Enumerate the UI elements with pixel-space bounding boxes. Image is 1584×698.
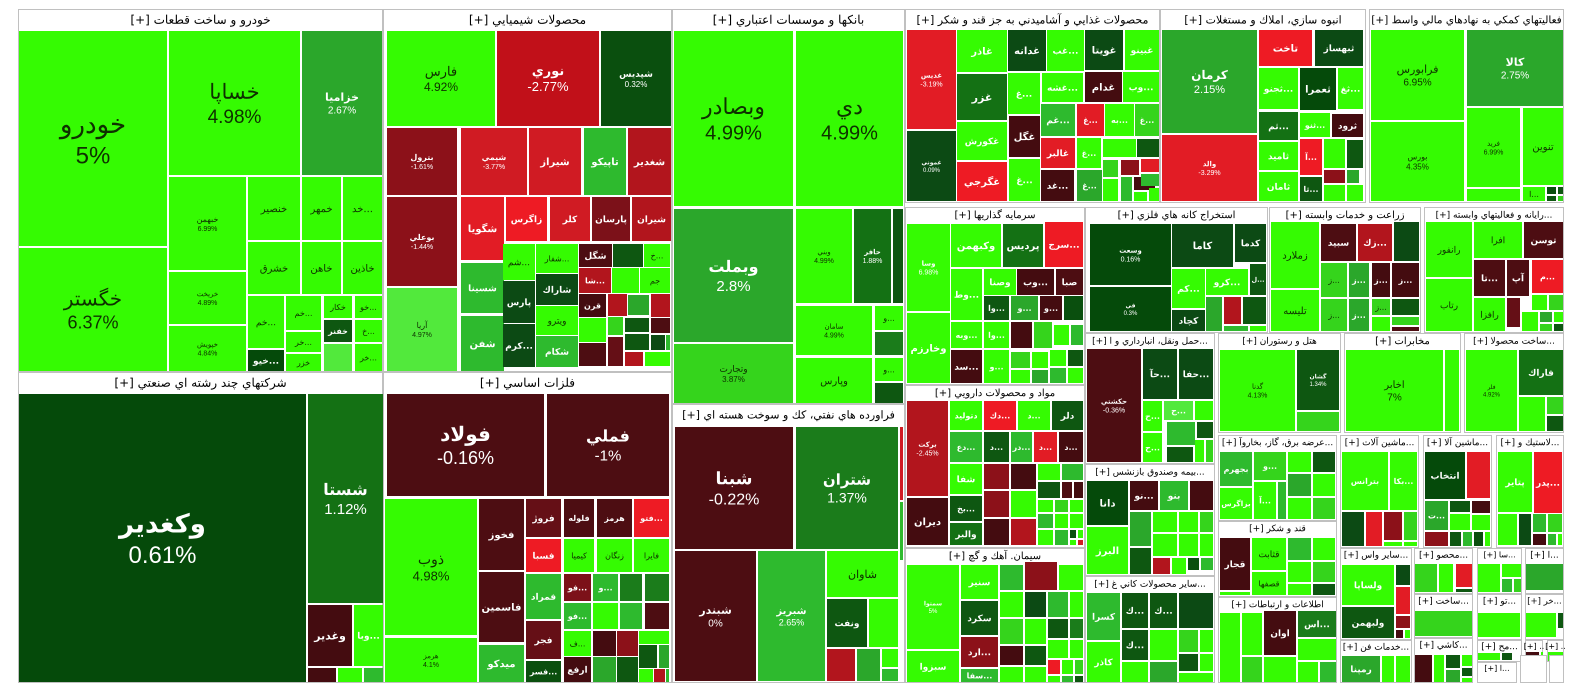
svg-text:6.99%: 6.99% [1484, 149, 1504, 156]
svg-text:6.37%: 6.37% [67, 312, 118, 332]
svg-text:2.75%: 2.75% [1501, 70, 1529, 81]
svg-text:4.98%: 4.98% [413, 568, 450, 583]
svg-text:0.3%: 0.3% [1124, 311, 1138, 317]
svg-text:-1.44%: -1.44% [411, 244, 433, 251]
svg-text:-3.77%: -3.77% [483, 164, 505, 171]
svg-text:3.87%: 3.87% [722, 375, 745, 384]
svg-text:4.13%: 4.13% [1248, 392, 1268, 399]
svg-text:-0.22%: -0.22% [709, 491, 760, 508]
svg-text:1.37%: 1.37% [827, 489, 867, 505]
svg-text:5%: 5% [929, 609, 938, 615]
svg-text:4.99%: 4.99% [814, 258, 834, 265]
svg-text:6.98%: 6.98% [919, 269, 939, 276]
svg-text:2.8%: 2.8% [716, 278, 750, 295]
svg-text:4.84%: 4.84% [198, 350, 218, 357]
svg-text:6.95%: 6.95% [1403, 77, 1431, 88]
svg-text:0.16%: 0.16% [1121, 256, 1141, 263]
svg-text:2.15%: 2.15% [1194, 84, 1225, 96]
svg-text:4.89%: 4.89% [198, 300, 218, 307]
svg-text:0%: 0% [708, 618, 723, 629]
svg-text:7%: 7% [1387, 392, 1402, 403]
svg-text:6.99%: 6.99% [198, 226, 218, 233]
svg-text:5%: 5% [76, 142, 111, 169]
svg-text:4.35%: 4.35% [1406, 162, 1429, 171]
svg-text:4.99%: 4.99% [824, 332, 844, 339]
svg-text:4.92%: 4.92% [1483, 392, 1501, 398]
svg-text:4.99%: 4.99% [705, 122, 762, 144]
svg-text:-3.29%: -3.29% [1198, 170, 1220, 177]
svg-text:-2.77%: -2.77% [527, 79, 569, 94]
svg-text:1.12%: 1.12% [324, 501, 367, 518]
svg-text:1.88%: 1.88% [863, 258, 883, 265]
svg-text:4.98%: 4.98% [208, 107, 262, 128]
svg-text:0.09%: 0.09% [923, 168, 941, 174]
svg-text:-1%: -1% [595, 447, 622, 464]
svg-text:4.1%: 4.1% [423, 662, 439, 669]
svg-text:1.34%: 1.34% [1309, 382, 1327, 388]
svg-text:4.99%: 4.99% [821, 122, 878, 144]
svg-text:4.97%: 4.97% [412, 332, 432, 339]
svg-text:-1.61%: -1.61% [411, 164, 433, 171]
svg-text:0.61%: 0.61% [128, 542, 196, 569]
svg-text:-3.19%: -3.19% [920, 81, 942, 88]
svg-text:4.92%: 4.92% [424, 80, 458, 94]
svg-text:0.32%: 0.32% [625, 80, 648, 89]
svg-text:-2.45%: -2.45% [916, 450, 938, 457]
svg-text:2.65%: 2.65% [779, 617, 805, 627]
svg-text:-0.36%: -0.36% [1103, 407, 1125, 414]
svg-text:-0.16%: -0.16% [437, 448, 494, 468]
svg-text:2.67%: 2.67% [328, 105, 356, 116]
